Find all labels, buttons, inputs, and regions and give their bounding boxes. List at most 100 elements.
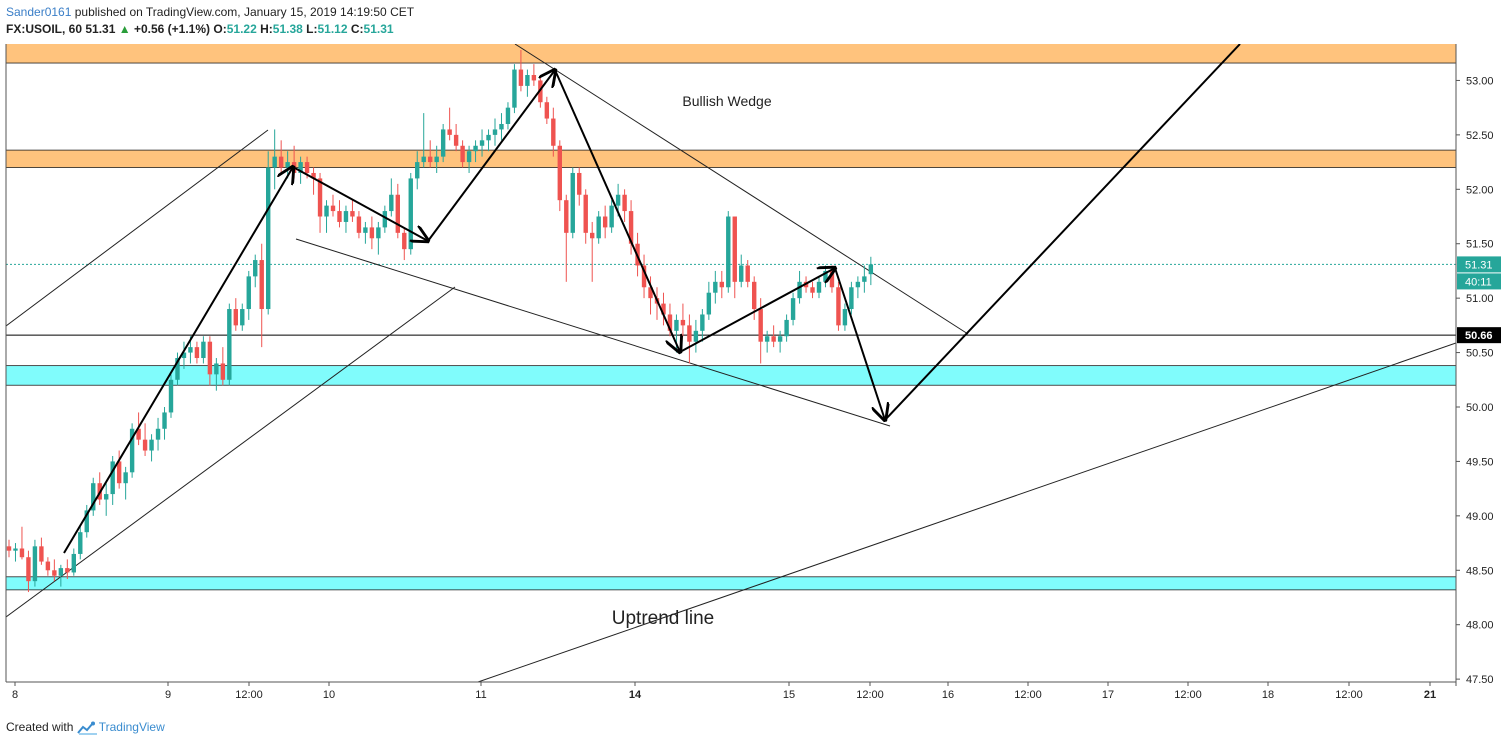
projection-arrow-5[interactable] <box>834 267 885 420</box>
candle-53[interactable] <box>350 200 355 222</box>
candle-114[interactable] <box>745 260 750 288</box>
candle-10[interactable] <box>71 548 76 576</box>
candle-51[interactable] <box>337 200 342 228</box>
candle-109[interactable] <box>713 270 718 304</box>
candle-62[interactable] <box>408 172 413 255</box>
projection-arrow-6[interactable] <box>884 44 1241 421</box>
candle-92[interactable] <box>602 205 608 239</box>
candle-113[interactable] <box>739 254 744 288</box>
candle-0[interactable] <box>6 539 12 558</box>
current-price-label[interactable]: 51.31 <box>1465 259 1493 271</box>
candle-12[interactable] <box>84 504 89 538</box>
candle-84[interactable] <box>551 107 556 157</box>
candle-18[interactable] <box>123 466 128 500</box>
candle-119[interactable] <box>777 330 783 353</box>
symbol-label[interactable]: FX:USOIL, 60 <box>6 22 83 36</box>
wedge-upper-line[interactable] <box>514 44 969 335</box>
candle-106[interactable] <box>693 319 699 353</box>
candle-42[interactable] <box>278 140 284 173</box>
candle-93[interactable] <box>609 200 614 233</box>
projection-arrow-1[interactable] <box>292 166 428 241</box>
candle-2[interactable] <box>19 526 25 560</box>
candle-52[interactable] <box>343 205 349 233</box>
projection-arrow-4[interactable] <box>679 268 835 353</box>
annotation-uptrend-line[interactable]: Uptrend line <box>612 608 714 629</box>
candle-130[interactable] <box>849 281 854 315</box>
candle-121[interactable] <box>790 292 796 326</box>
candle-67[interactable] <box>440 123 446 163</box>
candle-6[interactable] <box>45 557 51 576</box>
candle-47[interactable] <box>311 167 316 195</box>
candle-7[interactable] <box>52 559 57 582</box>
candle-108[interactable] <box>706 281 712 320</box>
candle-76[interactable] <box>499 113 504 141</box>
tradingview-logo-icon[interactable] <box>76 721 99 735</box>
annotation-bullish-wedge[interactable]: Bullish Wedge <box>682 93 771 109</box>
candle-70[interactable] <box>460 140 465 168</box>
candle-74[interactable] <box>486 129 491 152</box>
candle-1[interactable] <box>13 543 18 562</box>
candle-61[interactable] <box>402 227 407 261</box>
candle-40[interactable] <box>266 151 271 315</box>
candle-24[interactable] <box>162 407 167 440</box>
projection-arrow-0[interactable] <box>63 167 293 554</box>
candle-129[interactable] <box>842 303 848 331</box>
candle-8[interactable] <box>58 564 64 587</box>
price-axis[interactable]: 53.00 52.50 52.00 51.50 51.00 50.50 50.00 49.50… <box>1456 75 1501 686</box>
candle-21[interactable] <box>142 423 148 456</box>
candle-128[interactable] <box>836 281 841 331</box>
candle-4[interactable] <box>32 539 38 587</box>
candle-96[interactable] <box>628 200 634 255</box>
candle-79[interactable] <box>518 49 524 92</box>
candle-9[interactable] <box>65 559 70 579</box>
candle-22[interactable] <box>149 434 154 462</box>
candle-71[interactable] <box>466 145 472 173</box>
candle-57[interactable] <box>376 221 381 255</box>
candle-33[interactable] <box>220 347 226 386</box>
candle-95[interactable] <box>622 189 627 222</box>
candle-126[interactable] <box>823 265 828 288</box>
candle-81[interactable] <box>531 64 537 86</box>
candle-89[interactable] <box>583 189 588 244</box>
candle-111[interactable] <box>726 211 731 293</box>
candle-35[interactable] <box>233 298 238 331</box>
candle-72[interactable] <box>473 140 478 163</box>
channel-upper-line[interactable] <box>6 129 269 327</box>
candle-25[interactable] <box>168 374 174 418</box>
candle-26[interactable] <box>175 352 180 386</box>
candle-36[interactable] <box>240 303 245 331</box>
candle-60[interactable] <box>395 183 400 239</box>
candle-117[interactable] <box>764 330 770 353</box>
candle-17[interactable] <box>116 450 122 489</box>
candle-23[interactable] <box>155 417 161 451</box>
candle-73[interactable] <box>479 129 485 157</box>
candle-90[interactable] <box>590 221 595 282</box>
candle-85[interactable] <box>557 140 562 212</box>
projection-arrow-3[interactable] <box>554 69 680 352</box>
candle-30[interactable] <box>201 336 206 364</box>
candle-69[interactable] <box>453 123 459 152</box>
candle-124[interactable] <box>810 281 815 299</box>
candle-3[interactable] <box>26 550 31 593</box>
candle-37[interactable] <box>246 270 251 320</box>
candle-63[interactable] <box>415 151 420 190</box>
candle-41[interactable] <box>272 129 277 190</box>
candle-66[interactable] <box>434 145 439 173</box>
candle-88[interactable] <box>577 167 582 206</box>
candle-5[interactable] <box>39 537 44 565</box>
candle-56[interactable] <box>369 216 375 250</box>
candle-77[interactable] <box>505 102 511 130</box>
candle-101[interactable] <box>661 292 666 326</box>
candle-107[interactable] <box>700 309 705 342</box>
candle-91[interactable] <box>596 211 601 244</box>
uptrend-line[interactable] <box>477 342 1456 682</box>
candle-39[interactable] <box>259 243 264 348</box>
candle-19[interactable] <box>129 423 135 478</box>
candle-112[interactable] <box>732 216 737 299</box>
candle-87[interactable] <box>570 167 575 239</box>
candle-78[interactable] <box>512 64 517 114</box>
candle-110[interactable] <box>719 270 724 299</box>
candle-32[interactable] <box>214 358 219 391</box>
candle-98[interactable] <box>641 254 647 299</box>
level-label[interactable]: 50.66 <box>1465 330 1493 342</box>
